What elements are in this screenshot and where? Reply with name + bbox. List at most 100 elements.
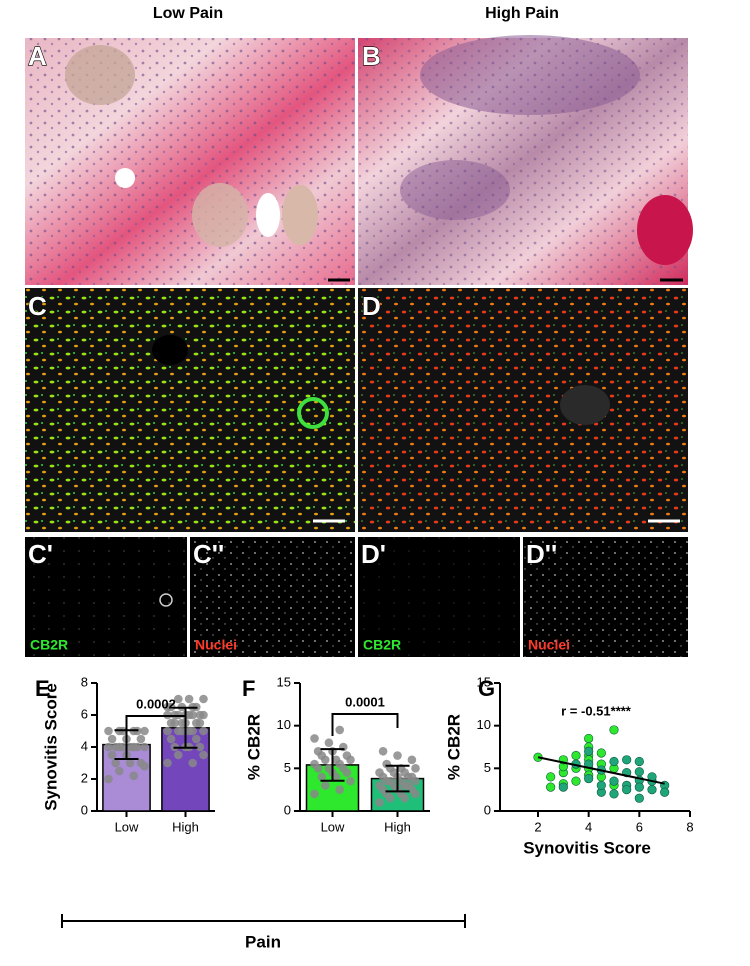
data-point xyxy=(584,733,594,744)
data-point xyxy=(546,782,556,792)
significance-bracket xyxy=(331,713,399,736)
data-point xyxy=(609,725,619,735)
data-point xyxy=(407,755,417,765)
y-tick-label: 4 xyxy=(81,738,88,753)
data-point xyxy=(596,748,606,758)
data-point xyxy=(115,766,124,776)
y-tick-label: 10 xyxy=(277,717,291,732)
data-point xyxy=(174,750,183,760)
group-label: Pain xyxy=(245,932,281,951)
micrograph-b xyxy=(358,35,693,285)
y-tick-label: 10 xyxy=(477,717,491,732)
micrograph-texture xyxy=(523,537,688,657)
data-point xyxy=(310,759,319,769)
channel-label: CB2R xyxy=(363,637,401,653)
panel-label: D'' xyxy=(526,539,557,569)
data-point xyxy=(609,789,619,799)
data-point xyxy=(393,751,402,760)
data-point xyxy=(107,734,117,744)
y-tick-label: 5 xyxy=(484,760,491,775)
data-point xyxy=(166,734,176,744)
micrograph-d xyxy=(358,288,688,532)
micrograph-texture xyxy=(190,537,355,657)
data-point xyxy=(596,780,606,791)
y-tick-label: 2 xyxy=(81,770,88,785)
data-point xyxy=(324,738,334,748)
y-axis-label: Synovitis Score xyxy=(41,683,60,811)
data-point xyxy=(140,726,149,736)
x-tick-label: 8 xyxy=(686,819,693,834)
data-point xyxy=(335,725,345,735)
data-point xyxy=(192,734,201,744)
p-value: 0.0002 xyxy=(136,696,176,711)
channel-label: Nuclei xyxy=(528,637,570,653)
correlation-label: r = -0.51**** xyxy=(561,703,632,718)
data-point xyxy=(375,781,384,790)
data-point xyxy=(174,694,183,704)
panel-label: A xyxy=(28,41,47,71)
data-point xyxy=(192,718,201,728)
data-point xyxy=(195,742,205,752)
data-point xyxy=(163,758,172,768)
micrograph-c xyxy=(25,288,355,532)
regression-line xyxy=(537,756,665,785)
data-point xyxy=(609,756,619,767)
y-tick-label: 0 xyxy=(484,802,491,817)
data-point xyxy=(111,758,120,768)
data-point xyxy=(634,793,644,803)
data-point xyxy=(125,758,135,768)
x-tick-label: 4 xyxy=(585,819,592,834)
x-tick-label: 2 xyxy=(534,819,541,834)
data-point xyxy=(571,776,581,786)
panel-letter: E xyxy=(35,676,50,701)
data-point xyxy=(129,771,138,781)
data-point xyxy=(188,758,197,768)
data-point xyxy=(174,726,183,736)
data-point xyxy=(136,734,146,744)
panel-letter: G xyxy=(478,676,495,701)
data-point xyxy=(310,734,319,743)
y-axis-label: % CB2R xyxy=(244,714,263,780)
data-point xyxy=(321,781,330,790)
micrograph-a xyxy=(25,38,355,285)
x-tick-label: High xyxy=(172,819,199,834)
data-point xyxy=(140,742,149,752)
data-point xyxy=(310,789,319,799)
column-title: High Pain xyxy=(485,5,559,22)
data-point xyxy=(163,702,172,712)
micrograph-texture xyxy=(358,537,520,657)
x-axis-label: Synovitis Score xyxy=(523,838,651,857)
data-point xyxy=(111,742,120,752)
data-point xyxy=(584,773,594,784)
panel-label: C xyxy=(28,291,47,321)
data-point xyxy=(184,726,194,736)
y-tick-label: 8 xyxy=(81,674,88,689)
panel-label: D' xyxy=(361,539,386,569)
x-tick-label: 6 xyxy=(636,819,643,834)
panel-letter: F xyxy=(242,676,255,701)
data-point xyxy=(647,785,657,795)
p-value: 0.0001 xyxy=(345,694,385,709)
data-point xyxy=(378,746,388,756)
y-tick-label: 15 xyxy=(277,674,291,689)
data-point xyxy=(622,755,632,765)
data-point xyxy=(634,782,644,792)
y-tick-label: 15 xyxy=(477,674,491,689)
significance-bracket xyxy=(125,715,187,738)
data-point xyxy=(104,742,113,752)
x-tick-label: High xyxy=(384,819,411,834)
data-point xyxy=(411,764,420,773)
data-point xyxy=(166,718,176,728)
x-tick-label: Low xyxy=(115,819,139,834)
data-point xyxy=(375,798,384,807)
data-point xyxy=(125,742,135,752)
data-point xyxy=(104,726,113,736)
data-point xyxy=(609,776,619,786)
panel-label: C'' xyxy=(193,539,224,569)
data-point xyxy=(184,694,194,704)
data-point xyxy=(558,782,568,792)
data-point xyxy=(622,785,632,795)
data-point xyxy=(546,772,556,782)
data-point xyxy=(136,758,146,768)
